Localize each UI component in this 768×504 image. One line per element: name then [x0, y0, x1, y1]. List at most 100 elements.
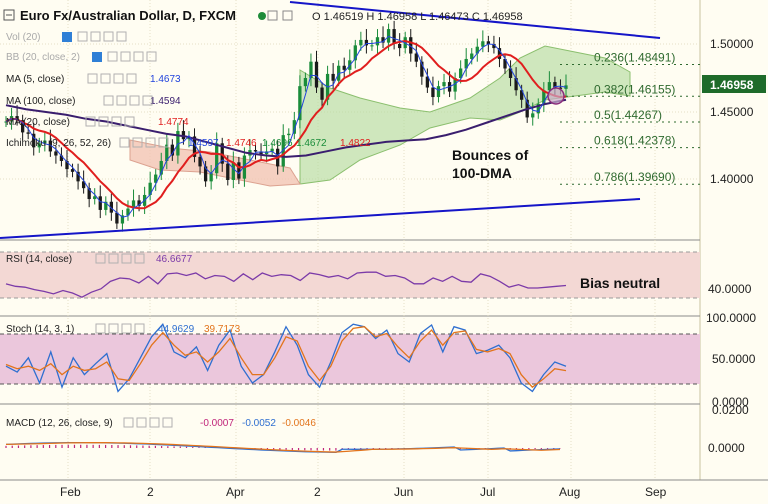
- candle-body: [48, 140, 53, 152]
- candle-body: [209, 173, 213, 182]
- candle-body: [81, 181, 86, 189]
- candle-body: [59, 155, 64, 161]
- ma5-value: 1.4673: [150, 74, 181, 85]
- lower-trendline: [0, 198, 641, 239]
- ma20-label: MA (20, close): [6, 117, 70, 128]
- macd-lines: [5, 441, 561, 454]
- candle-body: [453, 78, 457, 92]
- candle-body: [126, 208, 130, 216]
- candle-body: [420, 61, 424, 77]
- candle-body: [558, 87, 563, 89]
- candle-body: [181, 131, 186, 140]
- vol-eye-icon[interactable]: [62, 32, 72, 42]
- candle-body: [87, 188, 91, 200]
- current-price-badge: [702, 75, 766, 93]
- candle-body: [120, 215, 125, 224]
- x-tick-apr: Apr: [226, 485, 245, 499]
- indicator-control-icon: [113, 73, 124, 84]
- candle-body: [359, 39, 363, 46]
- candle-body: [292, 120, 296, 134]
- indicator-control-icon: [126, 73, 137, 84]
- price-tick-1.50: 1.50000: [710, 37, 754, 51]
- macd-value-2: -0.0052: [242, 418, 276, 429]
- rsi-tick-40: 40.0000: [708, 282, 752, 296]
- indicator-control-icon: [116, 31, 127, 42]
- candle-body: [287, 133, 291, 136]
- candle-body: [159, 160, 163, 175]
- candle-body: [409, 37, 413, 54]
- candle-body: [231, 162, 235, 180]
- ichimoku-value-4: 1.4672: [296, 138, 327, 149]
- candle-body: [381, 37, 385, 43]
- indicator-control-icon: [85, 116, 96, 127]
- rsi-line: [5, 271, 567, 298]
- candle-body: [503, 58, 507, 69]
- stoch-d-value: 39.7173: [204, 324, 241, 335]
- ma100-value: 1.4594: [150, 96, 181, 107]
- candle-body: [320, 87, 324, 100]
- fib-label: 0.618(1.42378): [594, 134, 675, 148]
- chart-title: Euro Fx/Australian Dollar, D, FXCM: [20, 8, 236, 23]
- bullish-cloud: [299, 45, 631, 185]
- fib-label: 0.382(1.46155): [594, 82, 675, 96]
- candle-body: [93, 196, 97, 200]
- vol-label: Vol (20): [6, 32, 40, 43]
- indicator-control-icon: [90, 31, 101, 42]
- stoch-k-line: [5, 322, 567, 393]
- bb-label: BB (20, close, 2): [6, 52, 80, 63]
- x-tick-jun: Jun: [394, 485, 413, 499]
- candle-body: [331, 73, 335, 81]
- candle-body: [436, 86, 441, 98]
- indicator-control-icon: [158, 137, 169, 148]
- settings-icon[interactable]: [267, 10, 278, 21]
- candle-body: [220, 143, 224, 164]
- indicator-control-icon: [129, 95, 140, 106]
- candle-body: [226, 163, 230, 180]
- ma5-line: [5, 35, 567, 218]
- candle-body: [542, 90, 546, 104]
- candle-body: [475, 46, 479, 54]
- x-tick-mar: 2: [147, 485, 154, 499]
- stoch-d-line: [5, 326, 567, 389]
- indicator-control-icon: [142, 95, 153, 106]
- candle-body: [20, 120, 25, 133]
- candle-body: [314, 61, 319, 88]
- candle-body: [165, 144, 169, 161]
- price-tick-1.40: 1.40000: [710, 172, 754, 186]
- candle-body: [547, 82, 552, 91]
- candle-body: [259, 151, 263, 155]
- candle-body: [65, 160, 69, 170]
- fib-label: 0.236(1.48491): [594, 51, 675, 65]
- candle-body: [309, 61, 313, 78]
- indicator-control-icon: [95, 323, 106, 334]
- fibonacci-levels: 0.236(1.48491) 0.382(1.46155) 0.5(1.44267)…: [560, 51, 700, 185]
- ichimoku-label: Ichimoku (9, 26, 52, 26): [6, 138, 111, 149]
- candle-body: [192, 136, 197, 157]
- indicator-control-icon: [134, 323, 145, 334]
- candle-body: [364, 39, 369, 46]
- indicator-control-icon: [103, 31, 114, 42]
- indicator-control-icon: [145, 137, 156, 148]
- indicator-control-icon: [100, 73, 111, 84]
- indicator-control-icon: [87, 73, 98, 84]
- close-icon[interactable]: [282, 10, 293, 21]
- candle-body: [553, 82, 557, 88]
- collapse-icon[interactable]: [3, 9, 15, 21]
- candle-body: [464, 58, 468, 69]
- candle-body: [431, 87, 435, 98]
- bb-eye-icon[interactable]: [92, 52, 102, 62]
- candle-body: [26, 132, 30, 134]
- indicator-control-icon: [136, 417, 147, 428]
- candle-body: [298, 86, 302, 121]
- ma20-value: 1.4774: [158, 117, 189, 128]
- indicator-control-icon: [121, 253, 132, 264]
- candle-body: [519, 90, 524, 100]
- stoch-tick-0: 0.0000: [712, 395, 749, 409]
- x-tick-jul: Jul: [480, 485, 495, 499]
- fib-label: 0.786(1.39690): [594, 170, 675, 184]
- indicator-control-icon: [133, 51, 144, 62]
- indicator-control-icon: [146, 51, 157, 62]
- indicator-control-icon: [108, 323, 119, 334]
- ma5-label: MA (5, close): [6, 74, 64, 85]
- indicator-control-icon: [134, 253, 145, 264]
